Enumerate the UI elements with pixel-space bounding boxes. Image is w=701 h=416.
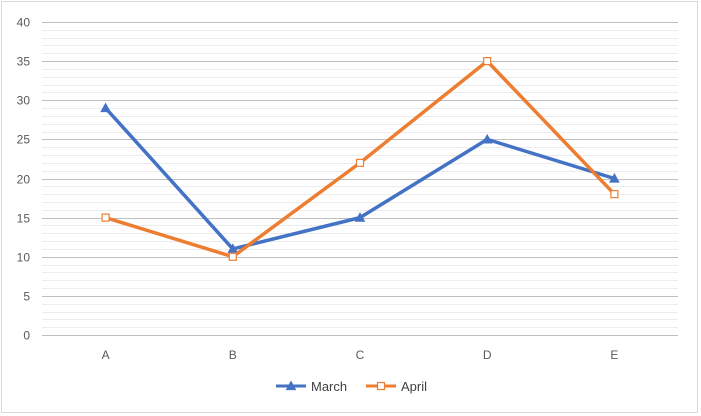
data-point-march — [609, 172, 620, 183]
data-point-march — [354, 212, 366, 222]
y-axis-tick-labels: 0 5 10 15 20 25 30 35 40 — [17, 16, 31, 343]
legend-item-march: March — [276, 379, 347, 394]
legend-label-march: March — [311, 379, 347, 394]
y-tick-label: 20 — [17, 173, 31, 187]
data-point-april — [101, 213, 110, 222]
x-tick-label: E — [610, 348, 618, 362]
data-point-march — [481, 133, 493, 144]
series-layer — [100, 57, 620, 261]
data-point-april — [483, 57, 492, 66]
data-point-april — [228, 252, 237, 261]
x-tick-label: A — [102, 348, 110, 362]
y-tick-label: 15 — [17, 212, 31, 226]
minor-gridlines — [42, 30, 678, 328]
legend-marker-march — [285, 380, 297, 391]
data-point-march — [227, 243, 239, 254]
y-tick-label: 40 — [17, 16, 31, 30]
y-tick-label: 35 — [17, 55, 31, 69]
x-axis-tick-labels: A B C D E — [102, 348, 619, 362]
series-line-march — [103, 106, 617, 251]
data-point-march — [100, 102, 111, 113]
legend-item-april: April — [366, 379, 427, 394]
y-tick-label: 30 — [17, 94, 31, 108]
series-april — [101, 57, 619, 261]
data-point-april — [355, 158, 365, 167]
x-tick-label: B — [229, 348, 237, 362]
x-tick-label: C — [356, 348, 365, 362]
legend-label-april: April — [401, 379, 427, 394]
major-gridlines — [42, 22, 678, 336]
y-tick-label: 5 — [23, 290, 30, 304]
data-point-april — [610, 190, 619, 199]
legend-marker-april — [376, 381, 386, 391]
series-march — [100, 102, 620, 254]
y-tick-label: 10 — [17, 251, 31, 265]
legend: March April — [276, 379, 427, 394]
y-tick-label: 0 — [23, 329, 30, 343]
x-tick-label: D — [483, 348, 492, 362]
y-tick-label: 25 — [17, 133, 31, 147]
